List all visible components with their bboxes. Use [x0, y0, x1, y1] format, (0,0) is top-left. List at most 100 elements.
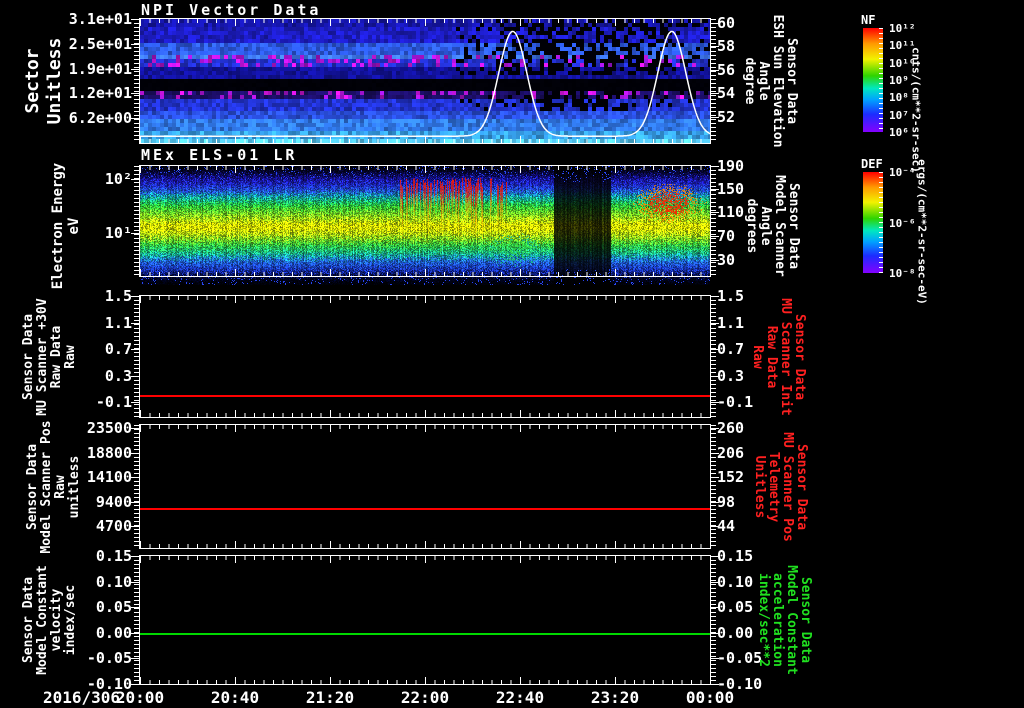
panel-scanpos-right-tick-label: 152 [717, 468, 744, 486]
panel-mu30v-y-major-tick [131, 323, 139, 324]
panel-scanpos-y-major-tick [131, 526, 139, 527]
panel-mu30v-x-major-tick [710, 296, 711, 303]
panel-mu30v-y-major-tick [131, 376, 139, 377]
panel-els-x-major-tick [520, 269, 521, 276]
colorbar-nf-tick-label: 10⁷ [889, 109, 909, 122]
panel-npi-x-major-tick [520, 19, 521, 26]
panel-mu30v-right-minor-ticks [711, 296, 716, 417]
npi-spectrogram-canvas [140, 19, 710, 143]
panel-velocity-data-line [140, 633, 710, 635]
panel-npi-x-major-tick [235, 19, 236, 26]
x-axis-tick-label: 20:40 [193, 688, 277, 707]
panel-scanpos-x-major-tick [330, 425, 331, 432]
panel-scanpos-y-major-tick [131, 477, 139, 478]
panel-scanpos-x-major-tick [710, 541, 711, 548]
panel-scanpos-right-axis-label: Sensor Data MU Scanner Pos Telemetry Uni… [752, 432, 808, 542]
panel-npi-y-major-tick [131, 19, 139, 20]
x-axis-tick-label: 22:00 [383, 688, 467, 707]
panel-mu30v-left-axis-label: Sensor Data MU Scanner +30V Raw Data Raw [22, 298, 78, 415]
panel-mu30v-x-major-tick [425, 296, 426, 303]
panel-mu30v-x-major-tick [615, 410, 616, 417]
panel-els-x-major-tick [140, 166, 141, 173]
colorbar-def-tick-label: 10⁻⁸ [889, 267, 916, 280]
panel-scanpos-x-major-tick [235, 425, 236, 432]
panel-frame-mu30v [139, 295, 711, 418]
colorbar-nf-tick-label: 10¹⁰ [889, 57, 916, 70]
panel-npi-x-major-tick [235, 136, 236, 143]
panel-npi-right-tick-label: 54 [717, 84, 735, 102]
panel-els-right-tick-label: 70 [717, 227, 735, 245]
panel-velocity-x-major-tick [235, 556, 236, 563]
panel-els-x-major-tick [330, 166, 331, 173]
panel-els-x-major-tick [330, 269, 331, 276]
x-axis-tick-label: 22:40 [478, 688, 562, 707]
panel-npi-y-major-tick [131, 69, 139, 70]
panel-scanpos-x-major-tick [425, 541, 426, 548]
panel-npi-right-tick-label: 56 [717, 61, 735, 79]
panel-velocity-x-major-tick [615, 677, 616, 684]
panel-scanpos-x-major-tick [615, 425, 616, 432]
colorbar-def-unit: ergs/(cm**2-sr-sec-eV) [916, 159, 929, 305]
panel-els-y-major-tick [131, 179, 139, 180]
panel-npi-right-tick-label: 52 [717, 108, 735, 126]
colorbar-nf-tick-label: 10¹² [889, 22, 916, 35]
panel-velocity-y-major-tick [131, 658, 139, 659]
colorbar-def-tick-label: 10⁻⁴ [889, 166, 916, 179]
x-axis-tick-label: 23:20 [573, 688, 657, 707]
panel-mu30v-x-major-tick [235, 296, 236, 303]
panel-npi-x-major-tick [615, 136, 616, 143]
panel-mu30v-x-major-tick [710, 410, 711, 417]
panel-npi-right-tick-label: 60 [717, 14, 735, 32]
colorbar-nf-title: NF [861, 13, 875, 27]
panel-mu30v-x-major-tick [330, 296, 331, 303]
panel-mu30v-x-major-tick [520, 296, 521, 303]
panel-els-left-minor-ticks [134, 166, 139, 276]
panel-title-npi: NPI Vector Data [141, 1, 321, 19]
panel-scanpos-x-major-tick [140, 425, 141, 432]
panel-mu30v-x-major-tick [615, 296, 616, 303]
panel-velocity-right-minor-ticks [711, 556, 716, 684]
panel-els-x-major-tick [710, 166, 711, 173]
panel-scanpos-left-minor-ticks [134, 425, 139, 548]
panel-els-x-major-tick [520, 166, 521, 173]
panel-scanpos-y-major-tick [131, 453, 139, 454]
panel-velocity-x-major-tick [520, 677, 521, 684]
panel-npi-right-axis-label: Sensor Data ESH Sun Elevation Angle degr… [742, 14, 798, 147]
panel-scanpos-right-minor-ticks [711, 425, 716, 548]
panel-npi-x-major-tick [330, 19, 331, 26]
colorbar-nf-ticks [879, 28, 883, 132]
panel-npi-x-major-tick [710, 136, 711, 143]
panel-mu30v-right-axis-label: Sensor Data MU Scanner Init Raw Data Raw [750, 298, 806, 415]
panel-mu30v-data-line [140, 395, 710, 397]
panel-npi-right-minor-ticks [711, 19, 716, 143]
panel-npi-left-minor-ticks [134, 19, 139, 143]
colorbar-def-title: DEF [861, 157, 883, 171]
panel-els-x-major-tick [235, 166, 236, 173]
panel-scanpos-right-tick-label: 44 [717, 517, 735, 535]
panel-scanpos-data-line [140, 508, 710, 510]
panel-velocity-x-major-tick [710, 677, 711, 684]
panel-mu30v-left-minor-ticks [134, 296, 139, 417]
panel-velocity-x-major-tick [140, 677, 141, 684]
panel-velocity-x-major-tick [520, 556, 521, 563]
panel-scanpos-right-tick-label: 206 [717, 444, 744, 462]
els-spectrogram-canvas [140, 166, 710, 285]
panel-els-right-tick-label: 190 [717, 157, 744, 175]
panel-scanpos-left-axis-label: Sensor Data Model Scanner Pos Raw unitle… [26, 420, 82, 553]
panel-npi-x-major-tick [330, 136, 331, 143]
panel-npi-y-major-tick [131, 44, 139, 45]
x-axis-tick-label: 20:00 [98, 688, 182, 707]
panel-velocity-y-major-tick [131, 582, 139, 583]
panel-frame-velocity [139, 555, 711, 685]
panel-mu30v-x-major-tick [520, 410, 521, 417]
panel-els-right-tick-label: 30 [717, 251, 735, 269]
panel-mu30v-right-tick-label: 0.7 [717, 340, 744, 358]
panel-npi-x-major-tick [425, 19, 426, 26]
panel-velocity-left-minor-ticks [134, 556, 139, 684]
panel-mu30v-right-tick-label: 1.1 [717, 314, 744, 332]
panel-els-x-major-tick [615, 269, 616, 276]
panel-velocity-y-major-tick [131, 633, 139, 634]
panel-velocity-right-tick-label: 0.00 [717, 624, 753, 642]
panel-title-els: MEx ELS-01 LR [141, 146, 297, 164]
colorbar-def-ticks [879, 172, 883, 273]
